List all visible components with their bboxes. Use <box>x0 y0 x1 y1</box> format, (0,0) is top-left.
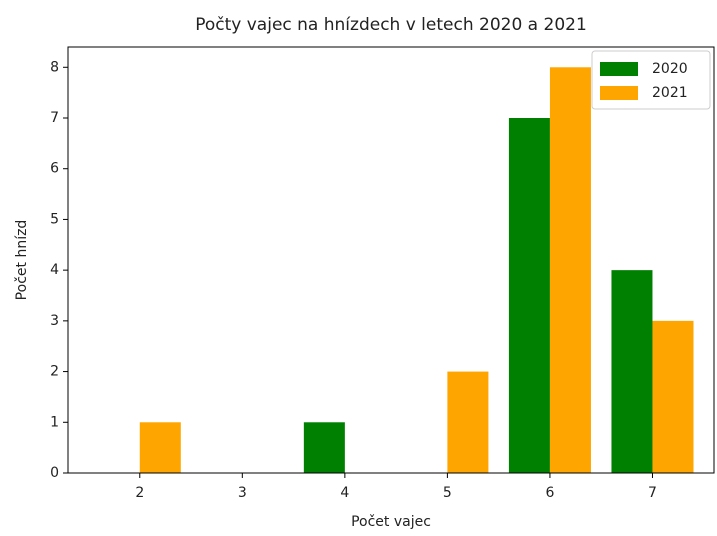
y-tick-label: 4 <box>50 262 59 278</box>
y-tick-label: 5 <box>50 211 59 227</box>
legend-label: 2020 <box>652 61 688 77</box>
y-tick-label: 8 <box>50 59 59 75</box>
legend-swatch <box>600 62 638 76</box>
y-axis-label: Počet hnízd <box>14 220 30 301</box>
x-tick-label: 3 <box>238 485 247 501</box>
bar <box>447 371 489 473</box>
y-tick-label: 0 <box>50 465 59 481</box>
plot-frame <box>67 46 715 474</box>
bar <box>508 118 550 473</box>
y-tick-label: 1 <box>50 414 59 430</box>
x-tick-label: 4 <box>340 485 349 501</box>
y-tick-label: 2 <box>50 364 59 380</box>
x-tick-label: 6 <box>545 485 554 501</box>
bar <box>611 270 653 473</box>
legend-swatch <box>600 86 638 100</box>
x-tick-label: 2 <box>135 485 144 501</box>
bar <box>303 422 345 473</box>
bar <box>139 422 181 473</box>
x-tick-label: 5 <box>443 485 452 501</box>
bar <box>549 67 591 474</box>
bar <box>652 320 694 473</box>
legend <box>591 50 711 110</box>
legend-label: 2021 <box>652 85 688 101</box>
y-tick-label: 7 <box>50 110 59 126</box>
chart-title: Počty vajec na hnízdech v letech 2020 a … <box>195 15 587 35</box>
y-tick-label: 6 <box>50 161 59 177</box>
x-axis-label: Počet vajec <box>351 514 431 530</box>
y-tick-label: 3 <box>50 313 59 329</box>
x-tick-label: 7 <box>648 485 657 501</box>
